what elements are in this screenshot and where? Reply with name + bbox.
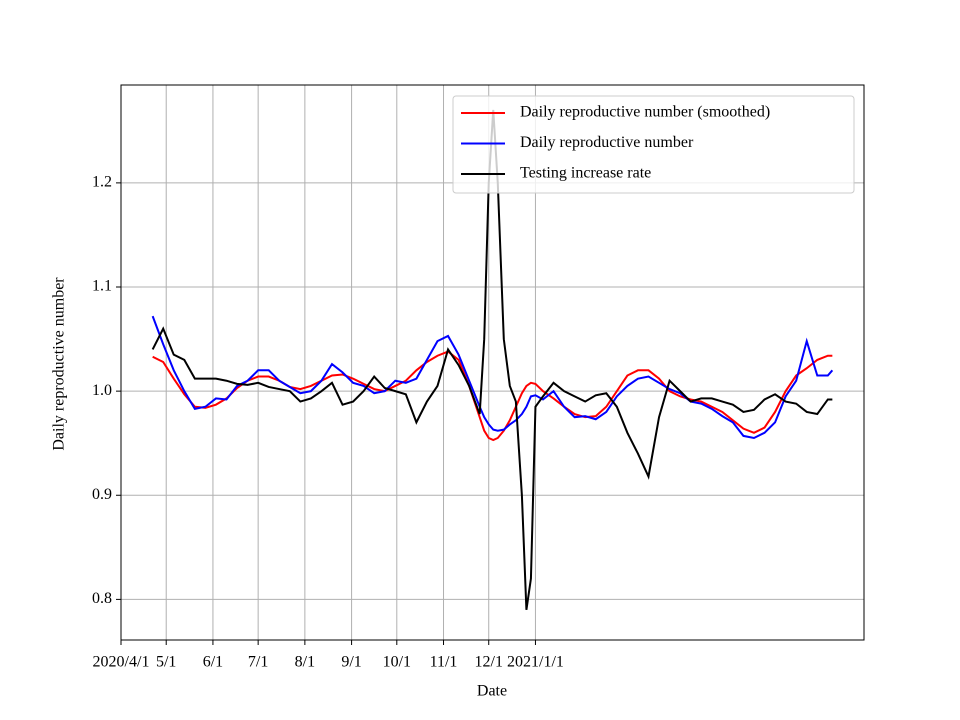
y-tick-label: 0.8 [92,590,112,607]
plot-frame [120,84,865,641]
legend-label: Daily reproductive number [520,134,694,151]
line-series [151,109,833,610]
y-tick-label: 1.0 [92,382,112,399]
x-tick-label: 6/1 [203,654,223,671]
x-tick-label: 7/1 [248,654,268,671]
x-axis-label: Date [477,683,507,700]
x-tick-label: 9/1 [341,654,361,671]
y-tick-label: 0.9 [92,486,112,503]
legend-box [452,95,855,194]
line-series [151,315,834,440]
y-tick-label: 1.1 [92,278,112,295]
x-tick-label: 12/1 [475,654,503,671]
x-tick-label: 10/1 [383,654,411,671]
x-tick-label: 2020/4/1 [93,654,150,671]
x-tick-label: 2021/1/1 [507,654,564,671]
y-axis-label: Daily reproductive number [51,277,68,451]
x-tick-label: 8/1 [295,654,315,671]
y-tick-label: 1.2 [92,174,112,191]
line-series [152,350,833,442]
x-tick-label: 11/1 [430,654,458,671]
legend-label: Testing increase rate [520,165,651,182]
legend: Daily reproductive number (smoothed) Dail… [452,95,855,194]
legend-label: Daily reproductive number (smoothed) [520,104,770,121]
x-tick-label: 5/1 [156,654,176,671]
